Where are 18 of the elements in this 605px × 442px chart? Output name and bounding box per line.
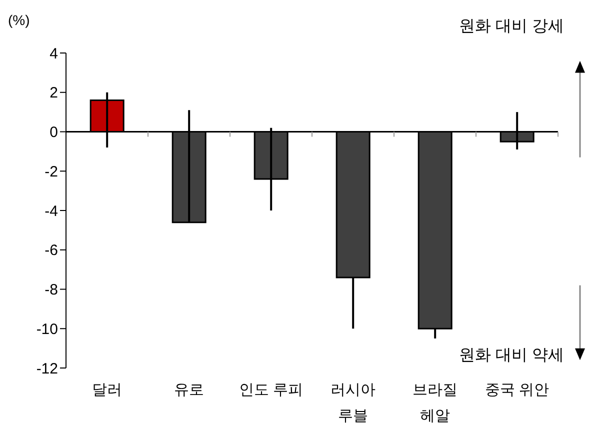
x-tick-label: 인도 루피 (238, 382, 304, 399)
y-tick-label: 4 (50, 45, 58, 62)
text: 원화 대비 강세 (459, 17, 564, 37)
y-tick-label: -12 (36, 360, 58, 378)
y-tick-label: -10 (36, 320, 58, 338)
y-tick-label: 2 (50, 84, 58, 102)
y-tick-label: -8 (44, 282, 58, 299)
x-tick-label: 러시아 루블 (330, 382, 376, 425)
y-tick-label: 0 (50, 124, 58, 142)
annotation: 원화 대비 약세 (459, 346, 564, 366)
y-tick-label: -2 (44, 163, 58, 180)
y-axis-title: (%) (8, 12, 30, 28)
x-tick-label: 중국 위안 (484, 382, 550, 399)
x-tick-label: 달러 (92, 382, 122, 399)
x-tick-label: 유로 (174, 382, 204, 399)
y-tick-label: -6 (44, 242, 58, 260)
x-tick-label: 브라질 헤알 (412, 382, 458, 425)
y-tick-label: -4 (44, 202, 58, 220)
